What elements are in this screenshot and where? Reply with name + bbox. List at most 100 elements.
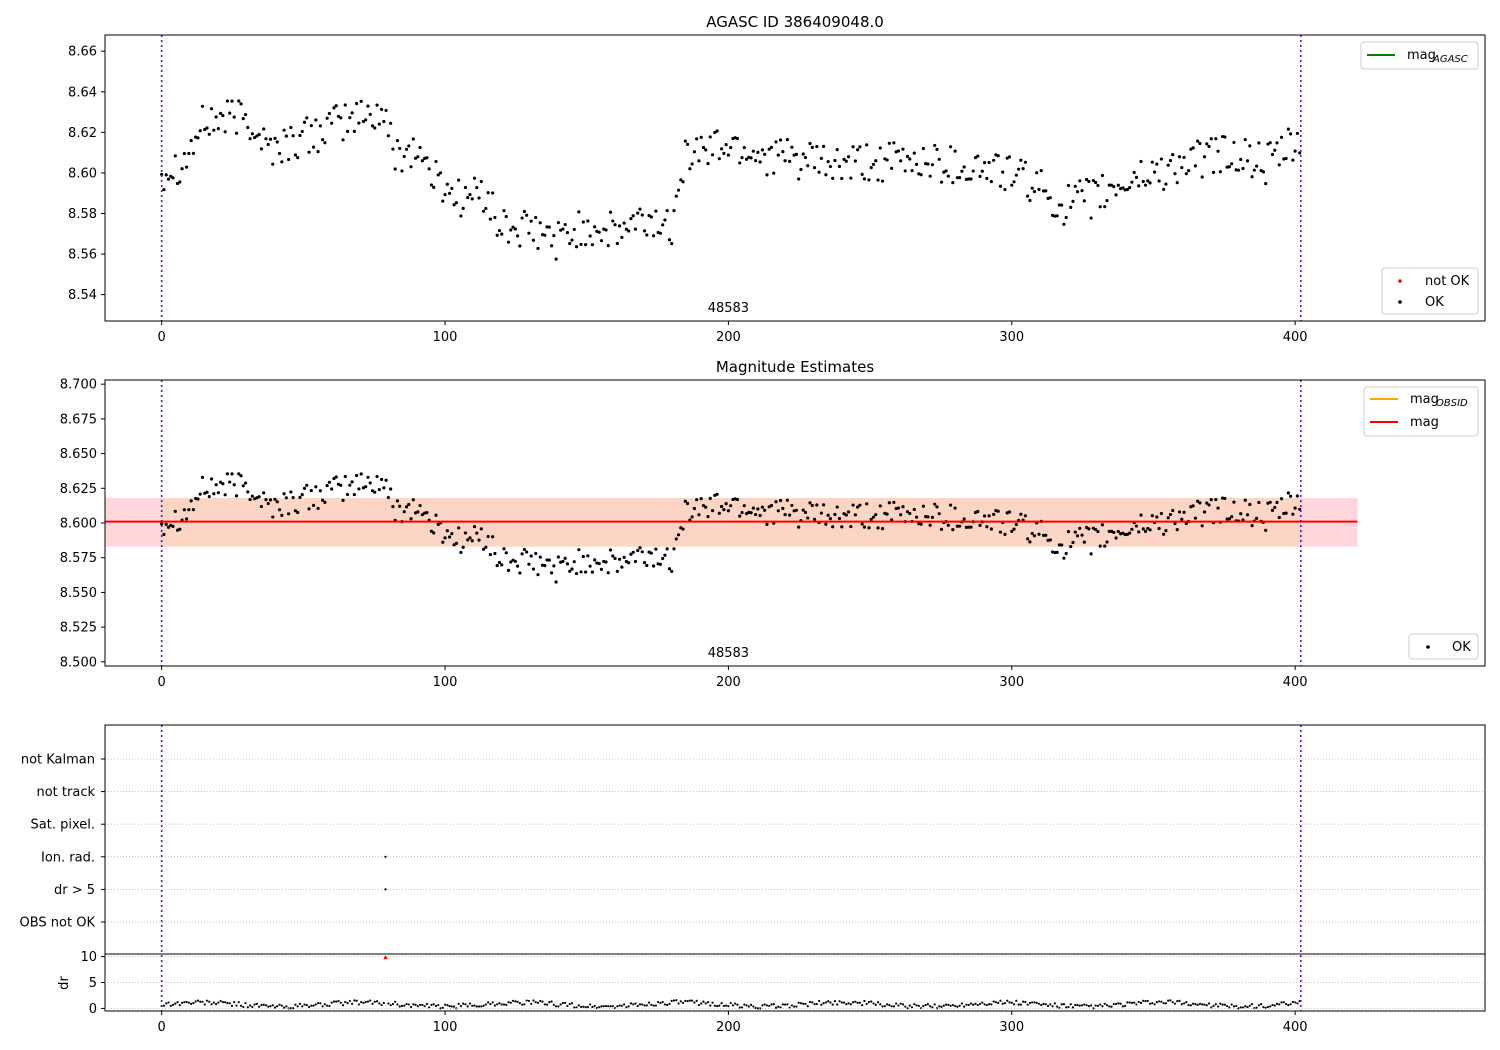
data-point [846, 510, 851, 514]
dr-point [890, 1005, 893, 1008]
dr-point [747, 1005, 750, 1008]
data-point [869, 165, 873, 170]
data-point [513, 559, 517, 563]
dr-point [867, 1001, 871, 1004]
data-point [1291, 512, 1295, 516]
dr-point [310, 1004, 313, 1007]
dr-point [167, 1001, 170, 1004]
dr-point [174, 1002, 177, 1005]
data-point [928, 523, 932, 527]
data-point [273, 136, 277, 140]
data-point [275, 140, 279, 144]
dr-point [561, 1001, 565, 1005]
data-point [724, 502, 728, 506]
data-point [1216, 506, 1220, 510]
data-point [919, 522, 923, 526]
data-point [1191, 146, 1195, 150]
dr-point [1271, 1003, 1274, 1007]
data-point [1057, 203, 1061, 207]
data-point [1143, 183, 1148, 187]
dr-point [573, 1006, 576, 1009]
data-point [674, 194, 678, 198]
data-point [774, 140, 778, 144]
data-point [579, 570, 583, 574]
data-point [1286, 127, 1290, 131]
data-point [1184, 172, 1188, 176]
dr-point [589, 1003, 592, 1006]
data-point [1270, 152, 1275, 157]
data-point [577, 210, 581, 214]
data-point [960, 169, 964, 173]
data-point [948, 145, 953, 149]
dr-point [260, 1003, 263, 1007]
dr-point [502, 1003, 506, 1006]
y-tick-label: 8.500 [60, 655, 97, 670]
dr-point [1223, 1003, 1226, 1006]
dr-point [1085, 1004, 1088, 1007]
data-point [212, 128, 216, 132]
data-point [1116, 529, 1120, 534]
data-point [833, 512, 837, 517]
data-point [819, 511, 823, 515]
flag-label: not track [36, 785, 95, 800]
data-point [853, 513, 857, 517]
dr-point [373, 1000, 376, 1003]
data-point [1243, 498, 1247, 502]
data-point [608, 210, 613, 214]
data-point [239, 474, 243, 478]
dr-point [380, 1003, 383, 1007]
data-point [946, 174, 950, 178]
data-point [865, 502, 869, 506]
data-point [633, 559, 638, 564]
data-point [334, 104, 338, 108]
data-point [606, 571, 610, 575]
data-point [1164, 182, 1168, 186]
data-point [860, 522, 864, 526]
data-point [187, 508, 191, 512]
data-point [1023, 514, 1027, 518]
dr-point [1182, 1002, 1186, 1005]
dr-point [702, 1000, 705, 1003]
dr-point [1287, 1003, 1290, 1007]
data-point [395, 138, 400, 143]
dr-point [230, 1004, 234, 1007]
dr-point [178, 1003, 181, 1007]
data-point [583, 570, 588, 574]
data-point [817, 170, 821, 174]
panel-magnitude-estimates: Magnitude Estimates 0 100 200 300 400 8.5008… [60, 358, 1486, 690]
data-point [302, 120, 307, 124]
data-point [436, 522, 440, 526]
data-point [1073, 184, 1077, 188]
data-point [729, 504, 733, 508]
data-point [695, 498, 699, 502]
data-point [1209, 497, 1213, 502]
data-point [180, 167, 184, 171]
data-point [613, 223, 617, 227]
data-point [953, 149, 957, 153]
dr-point [684, 999, 687, 1003]
data-point [178, 527, 182, 531]
dr-point [1019, 1003, 1022, 1006]
dr-point [552, 1003, 555, 1006]
data-point [305, 116, 309, 120]
data-point [636, 548, 640, 553]
dr-point [550, 1000, 553, 1003]
dr-point [475, 1005, 478, 1008]
data-point [1214, 137, 1218, 141]
dr-point [1169, 999, 1172, 1002]
dr-point [180, 1001, 184, 1004]
data-point [277, 151, 282, 156]
dr-point [1237, 1007, 1240, 1010]
dr-point [654, 1004, 657, 1007]
dr-point [555, 1005, 558, 1008]
dr-point [951, 1003, 954, 1007]
data-point [248, 137, 252, 141]
legend-marker-ok [1426, 645, 1430, 649]
data-point [1014, 173, 1018, 177]
dr-point [888, 1004, 891, 1007]
dr-point [768, 1004, 771, 1008]
dr-point [523, 1003, 526, 1006]
data-point [198, 129, 202, 133]
data-point [751, 149, 755, 153]
data-point [495, 564, 499, 568]
